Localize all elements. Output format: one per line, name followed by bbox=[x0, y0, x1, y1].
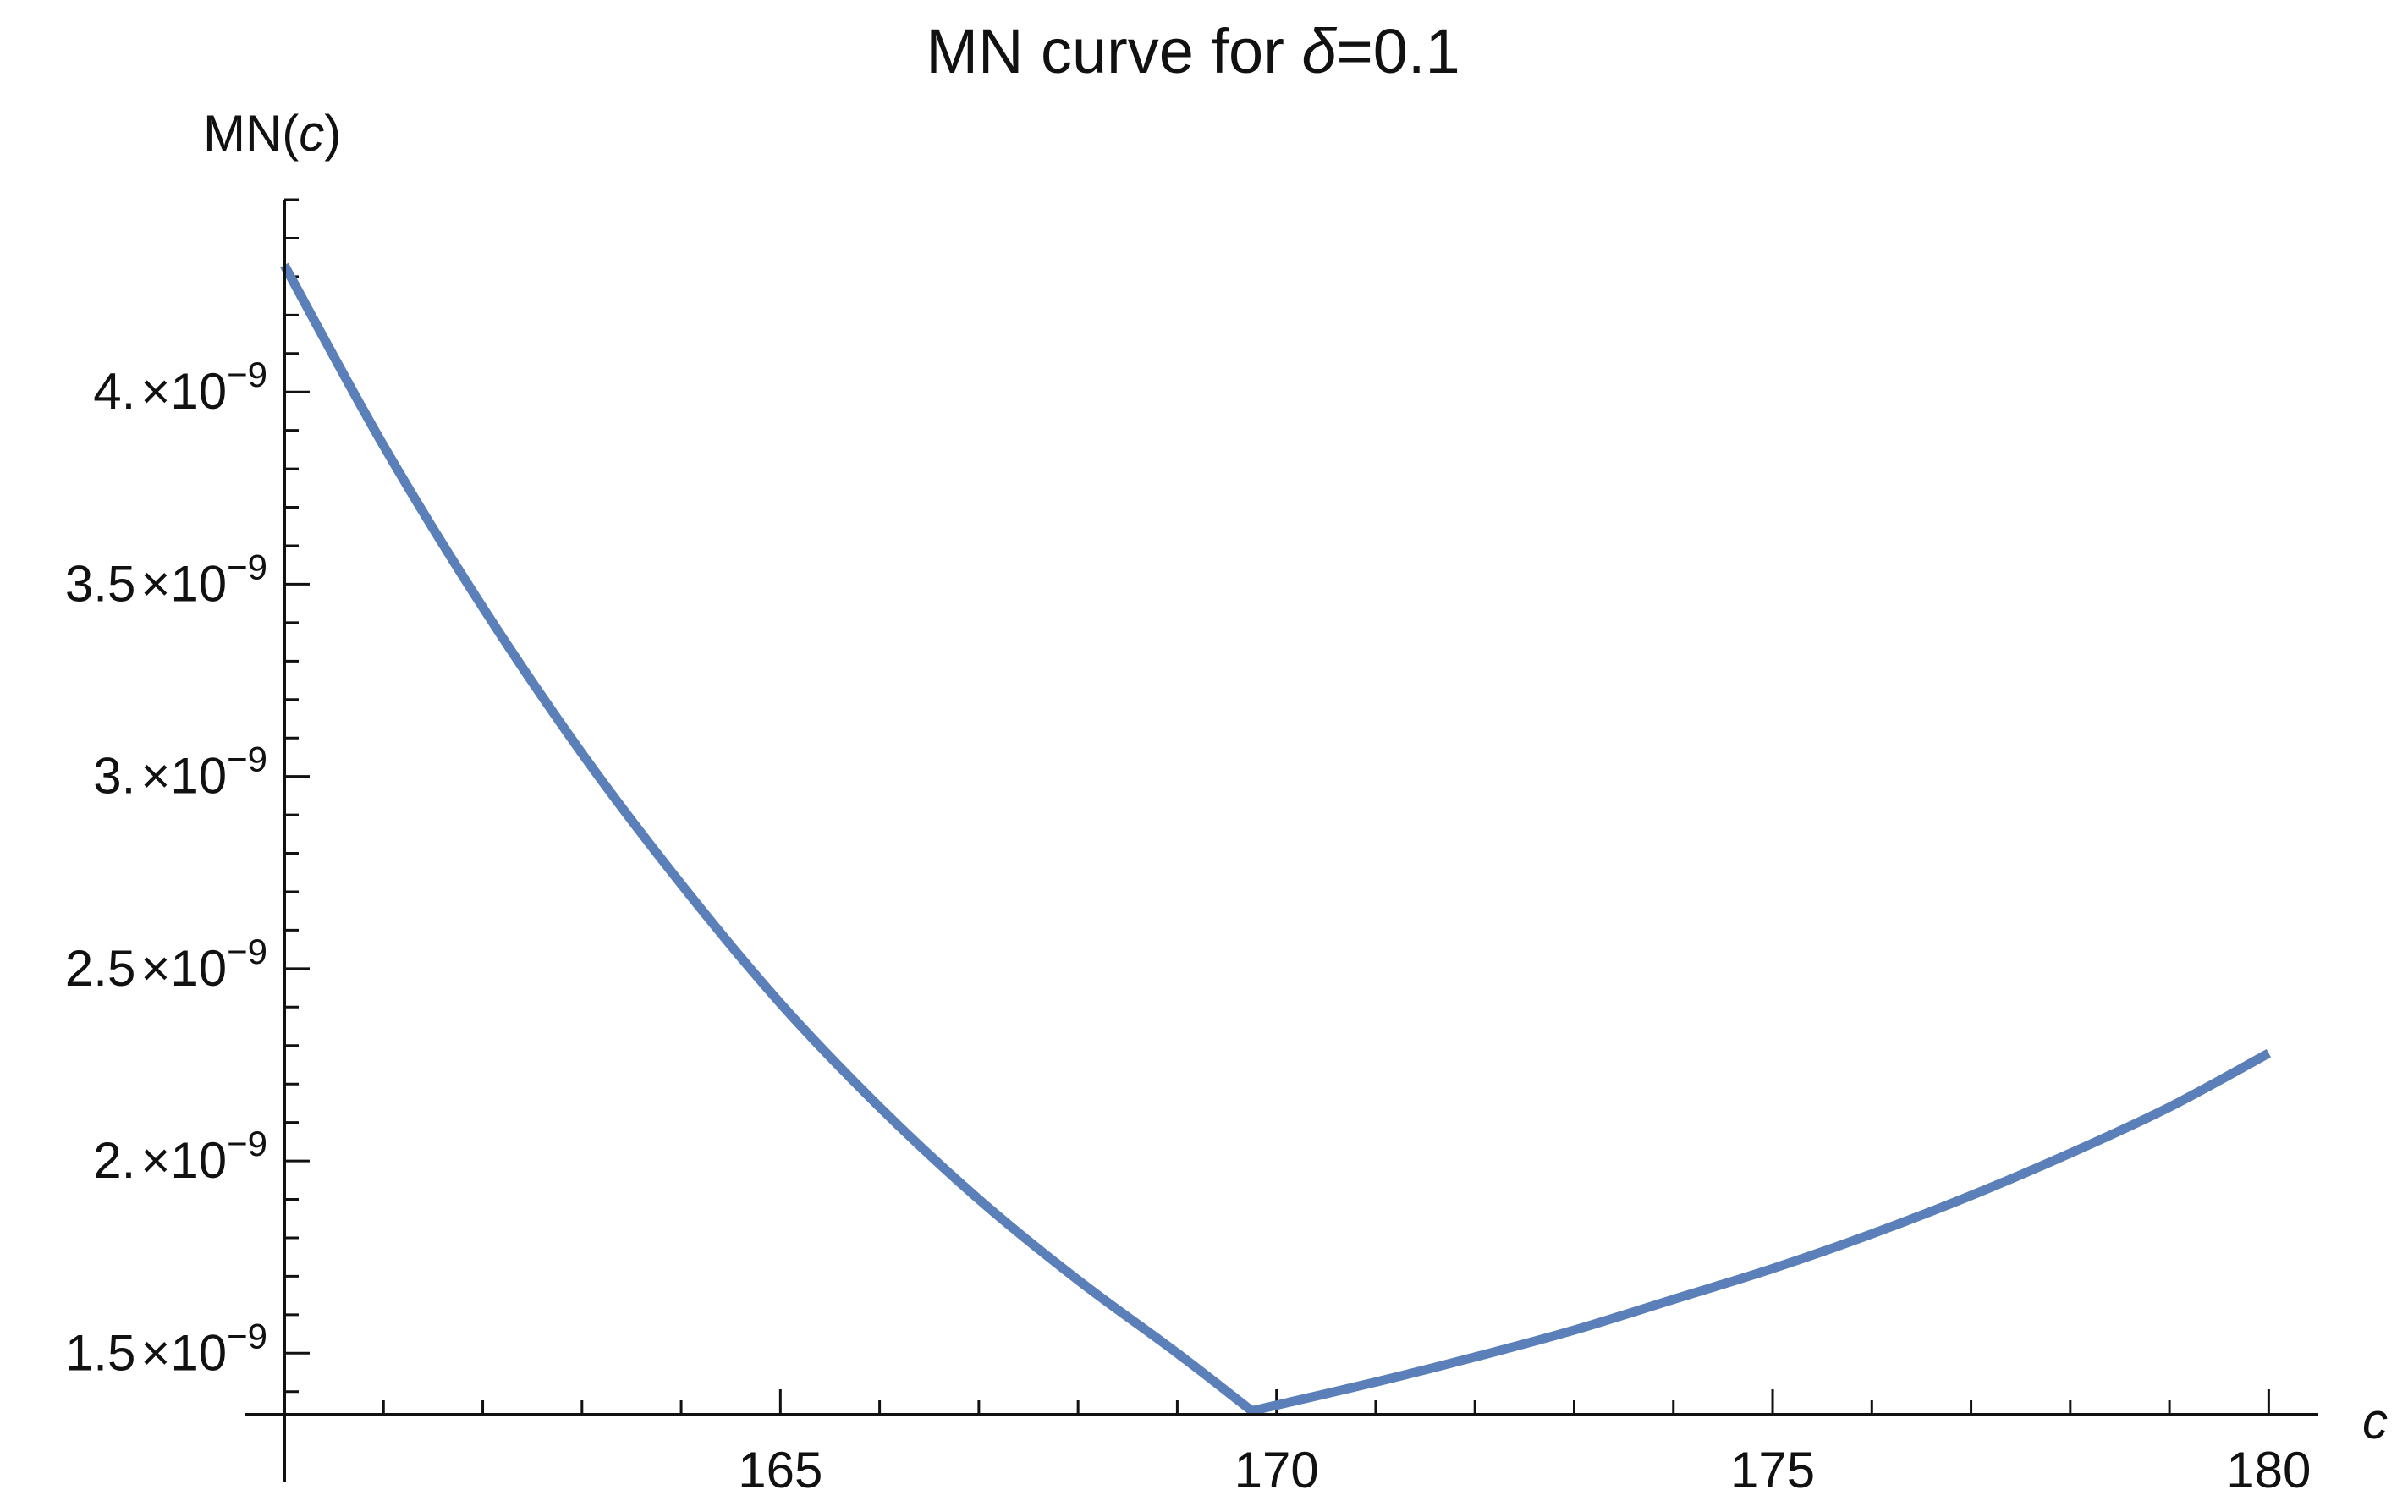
x-axis-label: c bbox=[2362, 1393, 2388, 1449]
y-tick-exponent: −9 bbox=[227, 355, 267, 394]
y-tick-mantissa: 2.5 bbox=[65, 940, 135, 997]
chart-title-suffix: =0.1 bbox=[1337, 16, 1460, 86]
y-tick-mantissa: 1.5 bbox=[65, 1324, 135, 1381]
y-tick-label: 1.5 ×10−9 bbox=[65, 1316, 267, 1381]
y-tick-label: 2. ×10−9 bbox=[93, 1124, 267, 1189]
y-tick-mantissa: 3. bbox=[93, 748, 135, 805]
y-tick-exponent: −9 bbox=[227, 1316, 267, 1355]
y-tick-exponent: −9 bbox=[227, 740, 267, 779]
chart-title-symbol: δ bbox=[1301, 16, 1337, 86]
y-tick-exponent: −9 bbox=[227, 932, 267, 971]
y-tick-mantissa: 2. bbox=[93, 1132, 135, 1189]
y-tick-label: 4. ×10−9 bbox=[93, 355, 267, 420]
y-tick-base: ×10 bbox=[140, 940, 227, 997]
x-tick-label: 165 bbox=[738, 1442, 822, 1498]
y-tick-mantissa: 4. bbox=[93, 363, 135, 420]
y-axis-label: MN(c) bbox=[203, 105, 341, 162]
y-tick-mantissa: 3.5 bbox=[65, 555, 135, 612]
y-tick-base: ×10 bbox=[140, 363, 227, 420]
x-tick-label: 180 bbox=[2226, 1442, 2311, 1498]
y-tick-label: 3.5 ×10−9 bbox=[65, 547, 267, 612]
y-tick-base: ×10 bbox=[140, 555, 227, 612]
y-tick-exponent: −9 bbox=[227, 1124, 267, 1163]
y-tick-label: 3. ×10−9 bbox=[93, 740, 267, 805]
chart-title-prefix: MN curve for bbox=[926, 16, 1301, 86]
chart-title: MN curve for δ=0.1 bbox=[926, 16, 1460, 86]
y-axis-label-var: c bbox=[299, 105, 324, 162]
y-axis-label-prefix: MN( bbox=[203, 105, 299, 162]
y-tick-base: ×10 bbox=[140, 1132, 227, 1189]
y-axis-label-suffix: ) bbox=[324, 105, 341, 162]
series bbox=[280, 262, 2272, 1416]
x-tick-label: 170 bbox=[1234, 1442, 1319, 1498]
ticks bbox=[283, 198, 2270, 1415]
x-tick-label: 175 bbox=[1730, 1442, 1815, 1498]
series-line bbox=[280, 262, 2272, 1416]
y-tick-exponent: −9 bbox=[227, 547, 267, 586]
y-tick-base: ×10 bbox=[140, 748, 227, 805]
y-tick-base: ×10 bbox=[140, 1324, 227, 1381]
y-tick-label: 2.5 ×10−9 bbox=[65, 932, 267, 997]
